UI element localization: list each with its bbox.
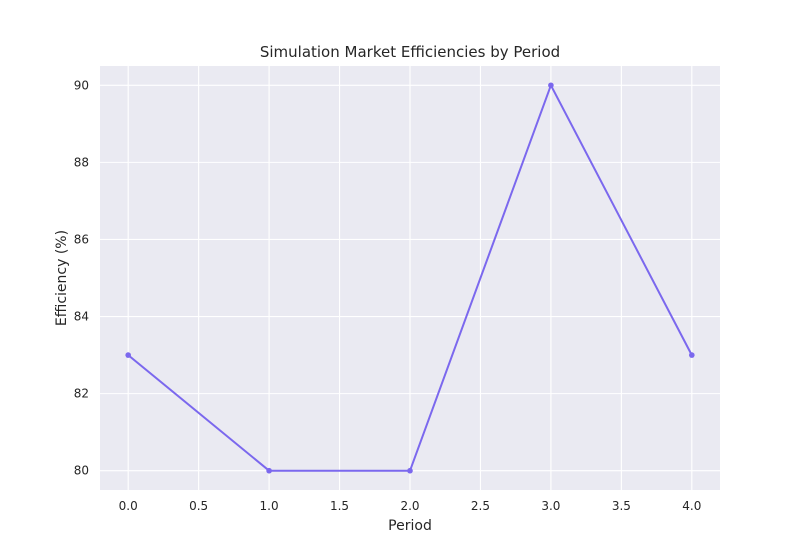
- x-tick-label: 0.5: [189, 499, 208, 513]
- x-tick-label: 1.0: [260, 499, 279, 513]
- x-tick-label: 3.0: [541, 499, 560, 513]
- series-layer: [125, 82, 695, 474]
- y-tick-label: 80: [74, 464, 89, 478]
- y-tick-label: 86: [74, 232, 89, 246]
- x-tick-label: 1.5: [330, 499, 349, 513]
- data-point: [548, 82, 554, 89]
- x-tick-label: 2.5: [471, 499, 490, 513]
- chart-title: Simulation Market Efficiencies by Period: [260, 43, 560, 61]
- y-tick-label: 90: [74, 78, 89, 92]
- data-point: [125, 352, 131, 358]
- x-axis-label: Period: [388, 518, 432, 534]
- y-ticks: 80 82 84 86 88 90: [74, 78, 89, 477]
- data-point: [689, 352, 695, 358]
- y-axis-label: Efficiency (%): [54, 230, 70, 326]
- x-tick-label: 2.0: [400, 499, 419, 513]
- x-tick-label: 3.5: [612, 499, 631, 513]
- data-point: [266, 467, 272, 474]
- y-tick-label: 84: [74, 310, 89, 324]
- y-tick-label: 88: [74, 155, 89, 169]
- y-tick-label: 82: [74, 387, 89, 401]
- x-tick-label: 0.0: [119, 499, 138, 513]
- x-tick-label: 4.0: [682, 499, 701, 513]
- data-point: [407, 467, 413, 474]
- x-ticks: 0.0 0.5 1.0 1.5 2.0 2.5 3.0 3.5 4.0: [119, 499, 702, 513]
